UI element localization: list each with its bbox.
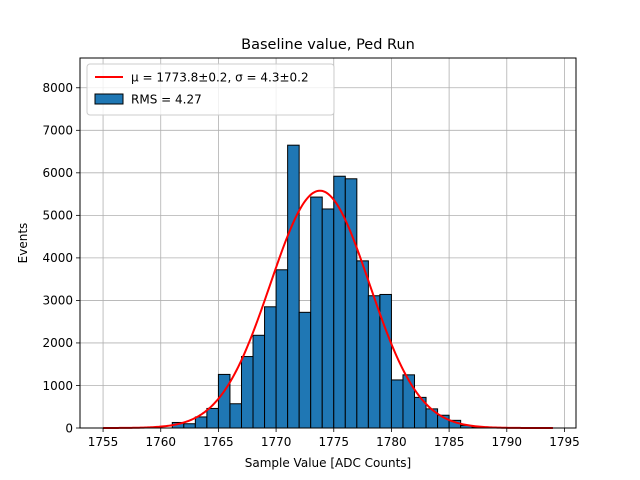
legend-histogram-swatch [94,93,124,105]
fit-curve-layer [103,189,553,429]
histogram-bar [287,144,300,429]
chart-title: Baseline value, Ped Run [241,37,415,53]
fit-curve [103,189,553,429]
histogram-bar [206,407,219,429]
y-tick-label: 7000 [42,124,73,138]
histogram-bar [379,293,392,429]
histogram-bar [310,196,323,429]
legend-fit-label: μ = 1773.8±0.2, σ = 4.3±0.2 [131,71,309,85]
y-tick-label: 6000 [42,166,73,180]
legend-box [86,63,335,116]
plot-frame [79,57,577,429]
y-tick-label: 2000 [42,336,73,350]
x-axis-ticks: 1755 1760 1765 1770 1775 1780 1785 1790 1795 [88,428,580,449]
histogram-bar [298,311,312,429]
x-tick-label: 1770 [261,435,292,449]
y-axis-label: Events [16,223,30,264]
y-tick-label: 3000 [42,294,73,308]
x-tick-label: 1795 [549,435,580,449]
histogram-bar [194,416,208,429]
histogram-bar [390,379,404,429]
histogram-bar [321,208,335,429]
y-tick-label: 1000 [42,379,73,393]
histogram-bar [275,269,289,429]
histogram-bar [183,423,196,429]
x-tick-label: 1765 [203,435,234,449]
x-tick-label: 1755 [88,435,119,449]
histogram-bar [240,356,254,429]
x-tick-label: 1780 [376,435,407,449]
y-tick-label: 5000 [42,209,73,223]
legend-histogram-label: RMS = 4.27 [131,93,202,107]
y-axis-ticks: 0 1000 2000 3000 4000 5000 6000 7000 8000 [42,81,80,435]
legend: μ = 1773.8±0.2, σ = 4.3±0.2 RMS = 4.27 [86,63,335,116]
x-tick-label: 1760 [145,435,176,449]
histogram-bar [367,295,381,429]
y-tick-label: 0 [65,421,73,435]
x-tick-label: 1790 [492,435,523,449]
histogram-bar [264,306,277,429]
histogram-bar [252,334,266,429]
histogram-bar [217,373,231,429]
histogram-bar [344,178,358,429]
histogram-bar [229,403,242,429]
x-axis-label: Sample Value [ADC Counts] [245,456,411,470]
x-tick-label: 1775 [318,435,349,449]
x-tick-label: 1785 [434,435,465,449]
y-tick-label: 8000 [42,81,73,95]
y-tick-label: 4000 [42,251,73,265]
histogram-bar [356,260,369,429]
histogram-bar [402,374,416,429]
